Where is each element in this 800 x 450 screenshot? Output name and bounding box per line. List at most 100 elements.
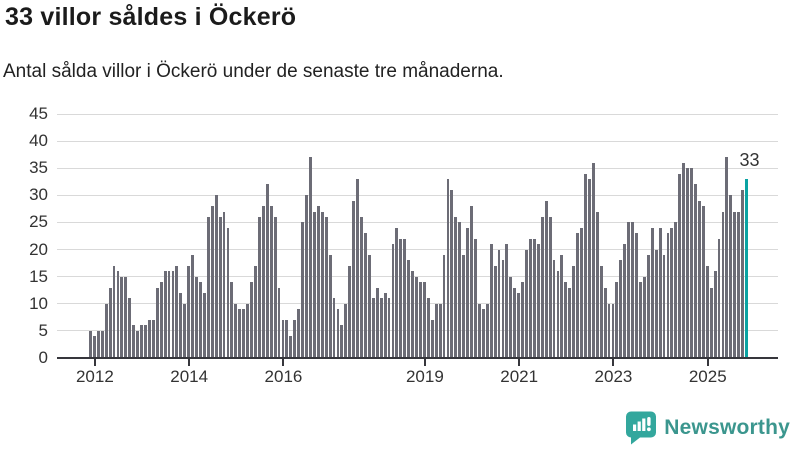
bar (340, 325, 344, 358)
x-axis-tick-label: 2019 (405, 367, 444, 386)
bar (446, 179, 450, 358)
bar (96, 330, 100, 358)
bar (309, 157, 312, 358)
bar (399, 238, 403, 358)
highlighted-bar-latest (745, 179, 748, 358)
bar (662, 254, 666, 358)
bar (238, 309, 242, 358)
bar (112, 265, 116, 358)
bar (371, 298, 375, 358)
gridline (57, 194, 778, 196)
bar (525, 249, 528, 358)
bar (548, 217, 552, 358)
bar (151, 320, 155, 358)
bar (250, 282, 253, 358)
brand-name: Newsworthy (664, 416, 790, 439)
bar (587, 179, 591, 358)
bar (513, 287, 517, 358)
bar (324, 217, 328, 358)
bar (297, 309, 301, 358)
bar (709, 287, 713, 358)
bar (387, 298, 391, 358)
bar (403, 238, 407, 358)
gridline (57, 140, 778, 142)
bar (171, 271, 175, 358)
bar (348, 265, 352, 358)
y-axis-tick-label: 35 (29, 158, 48, 178)
bar (568, 287, 572, 358)
bar (328, 254, 332, 358)
bar (701, 206, 705, 358)
bar (210, 206, 214, 358)
bar (312, 211, 316, 358)
bar (623, 244, 627, 358)
bar (136, 330, 140, 358)
bar (458, 222, 462, 358)
bar (199, 282, 202, 358)
bar (140, 325, 143, 358)
bar (505, 244, 509, 358)
y-axis-tick-label: 30 (29, 185, 48, 205)
bar (281, 320, 285, 358)
y-axis-tick-label: 5 (38, 320, 48, 340)
bar (222, 211, 226, 358)
bar (733, 211, 737, 358)
bar (591, 162, 595, 358)
bar (556, 271, 560, 358)
bar (450, 189, 454, 358)
bar (737, 211, 741, 358)
bar (666, 233, 670, 358)
bar (599, 265, 603, 358)
bar (226, 227, 230, 358)
bar (674, 222, 678, 358)
page-title: 33 villor såldes i Öckerö (5, 3, 297, 31)
x-axis-tick-label: 2014 (170, 367, 209, 386)
bar (694, 184, 697, 358)
bar (631, 222, 635, 358)
bar (611, 303, 615, 358)
bar (230, 282, 234, 358)
bar (320, 211, 324, 358)
bar (497, 249, 501, 358)
y-axis-tick-label: 40 (29, 131, 48, 151)
bar (670, 227, 674, 358)
x-axis-tick (423, 359, 426, 366)
bar (175, 265, 179, 358)
bar (265, 184, 269, 358)
bar (717, 238, 721, 358)
bar (536, 244, 540, 358)
bar (100, 330, 104, 358)
latest-value-label: 33 (739, 150, 760, 171)
bar (234, 303, 238, 358)
bar (544, 200, 548, 358)
bar (682, 162, 686, 358)
bar (167, 271, 171, 358)
bar (434, 303, 438, 358)
x-axis-tick (188, 359, 191, 366)
bar (367, 254, 371, 358)
y-axis-tick-label: 10 (29, 293, 48, 313)
x-axis-tick (282, 359, 285, 366)
bar (246, 303, 250, 358)
bar (383, 292, 387, 358)
bar (615, 282, 619, 358)
bar (379, 298, 383, 358)
bar (92, 336, 96, 358)
bar (305, 195, 308, 358)
gridline (57, 113, 778, 115)
bar (521, 282, 525, 358)
newsworthy-chart-speech-bubble-icon (626, 411, 657, 445)
bar (470, 206, 473, 358)
bar (214, 195, 218, 358)
bar (407, 260, 411, 358)
gridline (57, 167, 778, 169)
newsworthy-logo[interactable]: Newsworthy (626, 410, 790, 446)
bar (124, 276, 128, 358)
x-axis-tick (518, 359, 521, 366)
bar (678, 173, 682, 358)
bar (104, 303, 108, 358)
y-axis-tick-label: 15 (29, 266, 48, 286)
bar (532, 238, 536, 358)
bar (646, 254, 650, 358)
bar (705, 265, 709, 358)
